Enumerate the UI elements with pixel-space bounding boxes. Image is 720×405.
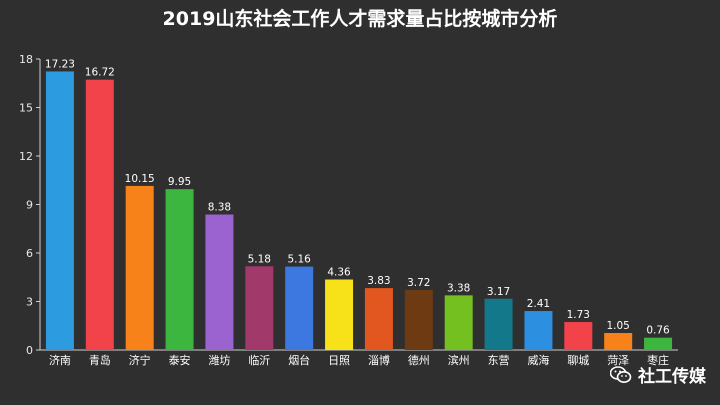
bar-枣庄 — [644, 337, 673, 350]
bar-威海 — [524, 311, 553, 350]
value-label: 0.76 — [646, 325, 670, 337]
value-label: 3.83 — [367, 275, 390, 287]
value-label: 8.38 — [208, 202, 231, 214]
bar-济宁 — [125, 185, 154, 350]
value-label: 1.73 — [567, 309, 590, 321]
category-label: 淄博 — [368, 354, 390, 367]
category-label: 菏泽 — [607, 354, 629, 367]
bar-菏泽 — [604, 333, 633, 350]
bar-泰安 — [165, 189, 194, 350]
y-tick-label: 3 — [26, 296, 33, 309]
bars — [45, 71, 673, 351]
category-label: 济南 — [49, 353, 71, 367]
value-label: 3.38 — [447, 282, 470, 294]
bar-烟台 — [285, 266, 314, 350]
bar-淄博 — [364, 288, 393, 350]
bar-聊城 — [564, 322, 593, 350]
category-label: 青岛 — [89, 353, 111, 367]
bar-临沂 — [245, 266, 274, 350]
value-label: 16.72 — [85, 67, 115, 79]
watermark-text: 社工传媒 — [638, 367, 706, 387]
wechat-icon — [609, 365, 632, 384]
y-tick-label: 12 — [19, 150, 33, 163]
y-tick-label: 9 — [26, 199, 33, 212]
value-label: 10.15 — [125, 173, 155, 185]
y-tick-label: 18 — [19, 53, 33, 66]
value-label: 9.95 — [168, 176, 191, 188]
bar-日照 — [325, 279, 354, 350]
y-tick-label: 6 — [26, 247, 33, 260]
value-label: 1.05 — [606, 320, 629, 332]
category-label: 日照 — [328, 354, 350, 367]
category-label: 济宁 — [129, 353, 151, 367]
chart-title: 2019山东社会工作人才需求量占比按城市分析 — [162, 8, 558, 30]
value-label: 3.17 — [487, 286, 510, 298]
value-label: 17.23 — [45, 58, 75, 70]
bar-德州 — [404, 289, 433, 350]
category-labels: 济南 青岛 济宁 泰安 潍坊 临沂 烟台 日照 淄博 德州 滨州 东营 威海 聊城 菏泽 枣庄 — [49, 353, 669, 367]
bar-潍坊 — [205, 214, 234, 350]
bar-东营 — [484, 298, 513, 350]
category-label: 滨州 — [448, 353, 470, 367]
category-label: 潍坊 — [208, 353, 230, 367]
category-label: 烟台 — [288, 353, 310, 367]
category-label: 枣庄 — [647, 353, 669, 367]
value-label: 5.16 — [287, 254, 311, 266]
y-ticks: 0 3 6 9 12 15 18 — [19, 53, 40, 357]
category-label: 泰安 — [169, 353, 191, 367]
bar-济南 — [45, 71, 74, 350]
category-label: 聊城 — [567, 353, 589, 367]
value-label: 4.36 — [327, 267, 351, 279]
value-labels: 17.23 16.72 10.15 9.95 8.38 5.18 5.16 4.36 3.83 3… — [45, 58, 670, 336]
value-label: 5.18 — [248, 253, 271, 265]
watermark: 社工传媒 — [609, 362, 706, 387]
bar-青岛 — [85, 79, 114, 351]
value-label: 2.41 — [527, 298, 550, 310]
category-label: 东营 — [488, 353, 510, 367]
bar-滨州 — [444, 295, 473, 350]
category-label: 威海 — [527, 353, 549, 367]
category-label: 德州 — [408, 353, 430, 367]
y-tick-label: 0 — [26, 344, 33, 357]
value-label: 3.72 — [407, 277, 430, 289]
y-tick-label: 15 — [19, 102, 33, 115]
category-label: 临沂 — [248, 353, 270, 367]
